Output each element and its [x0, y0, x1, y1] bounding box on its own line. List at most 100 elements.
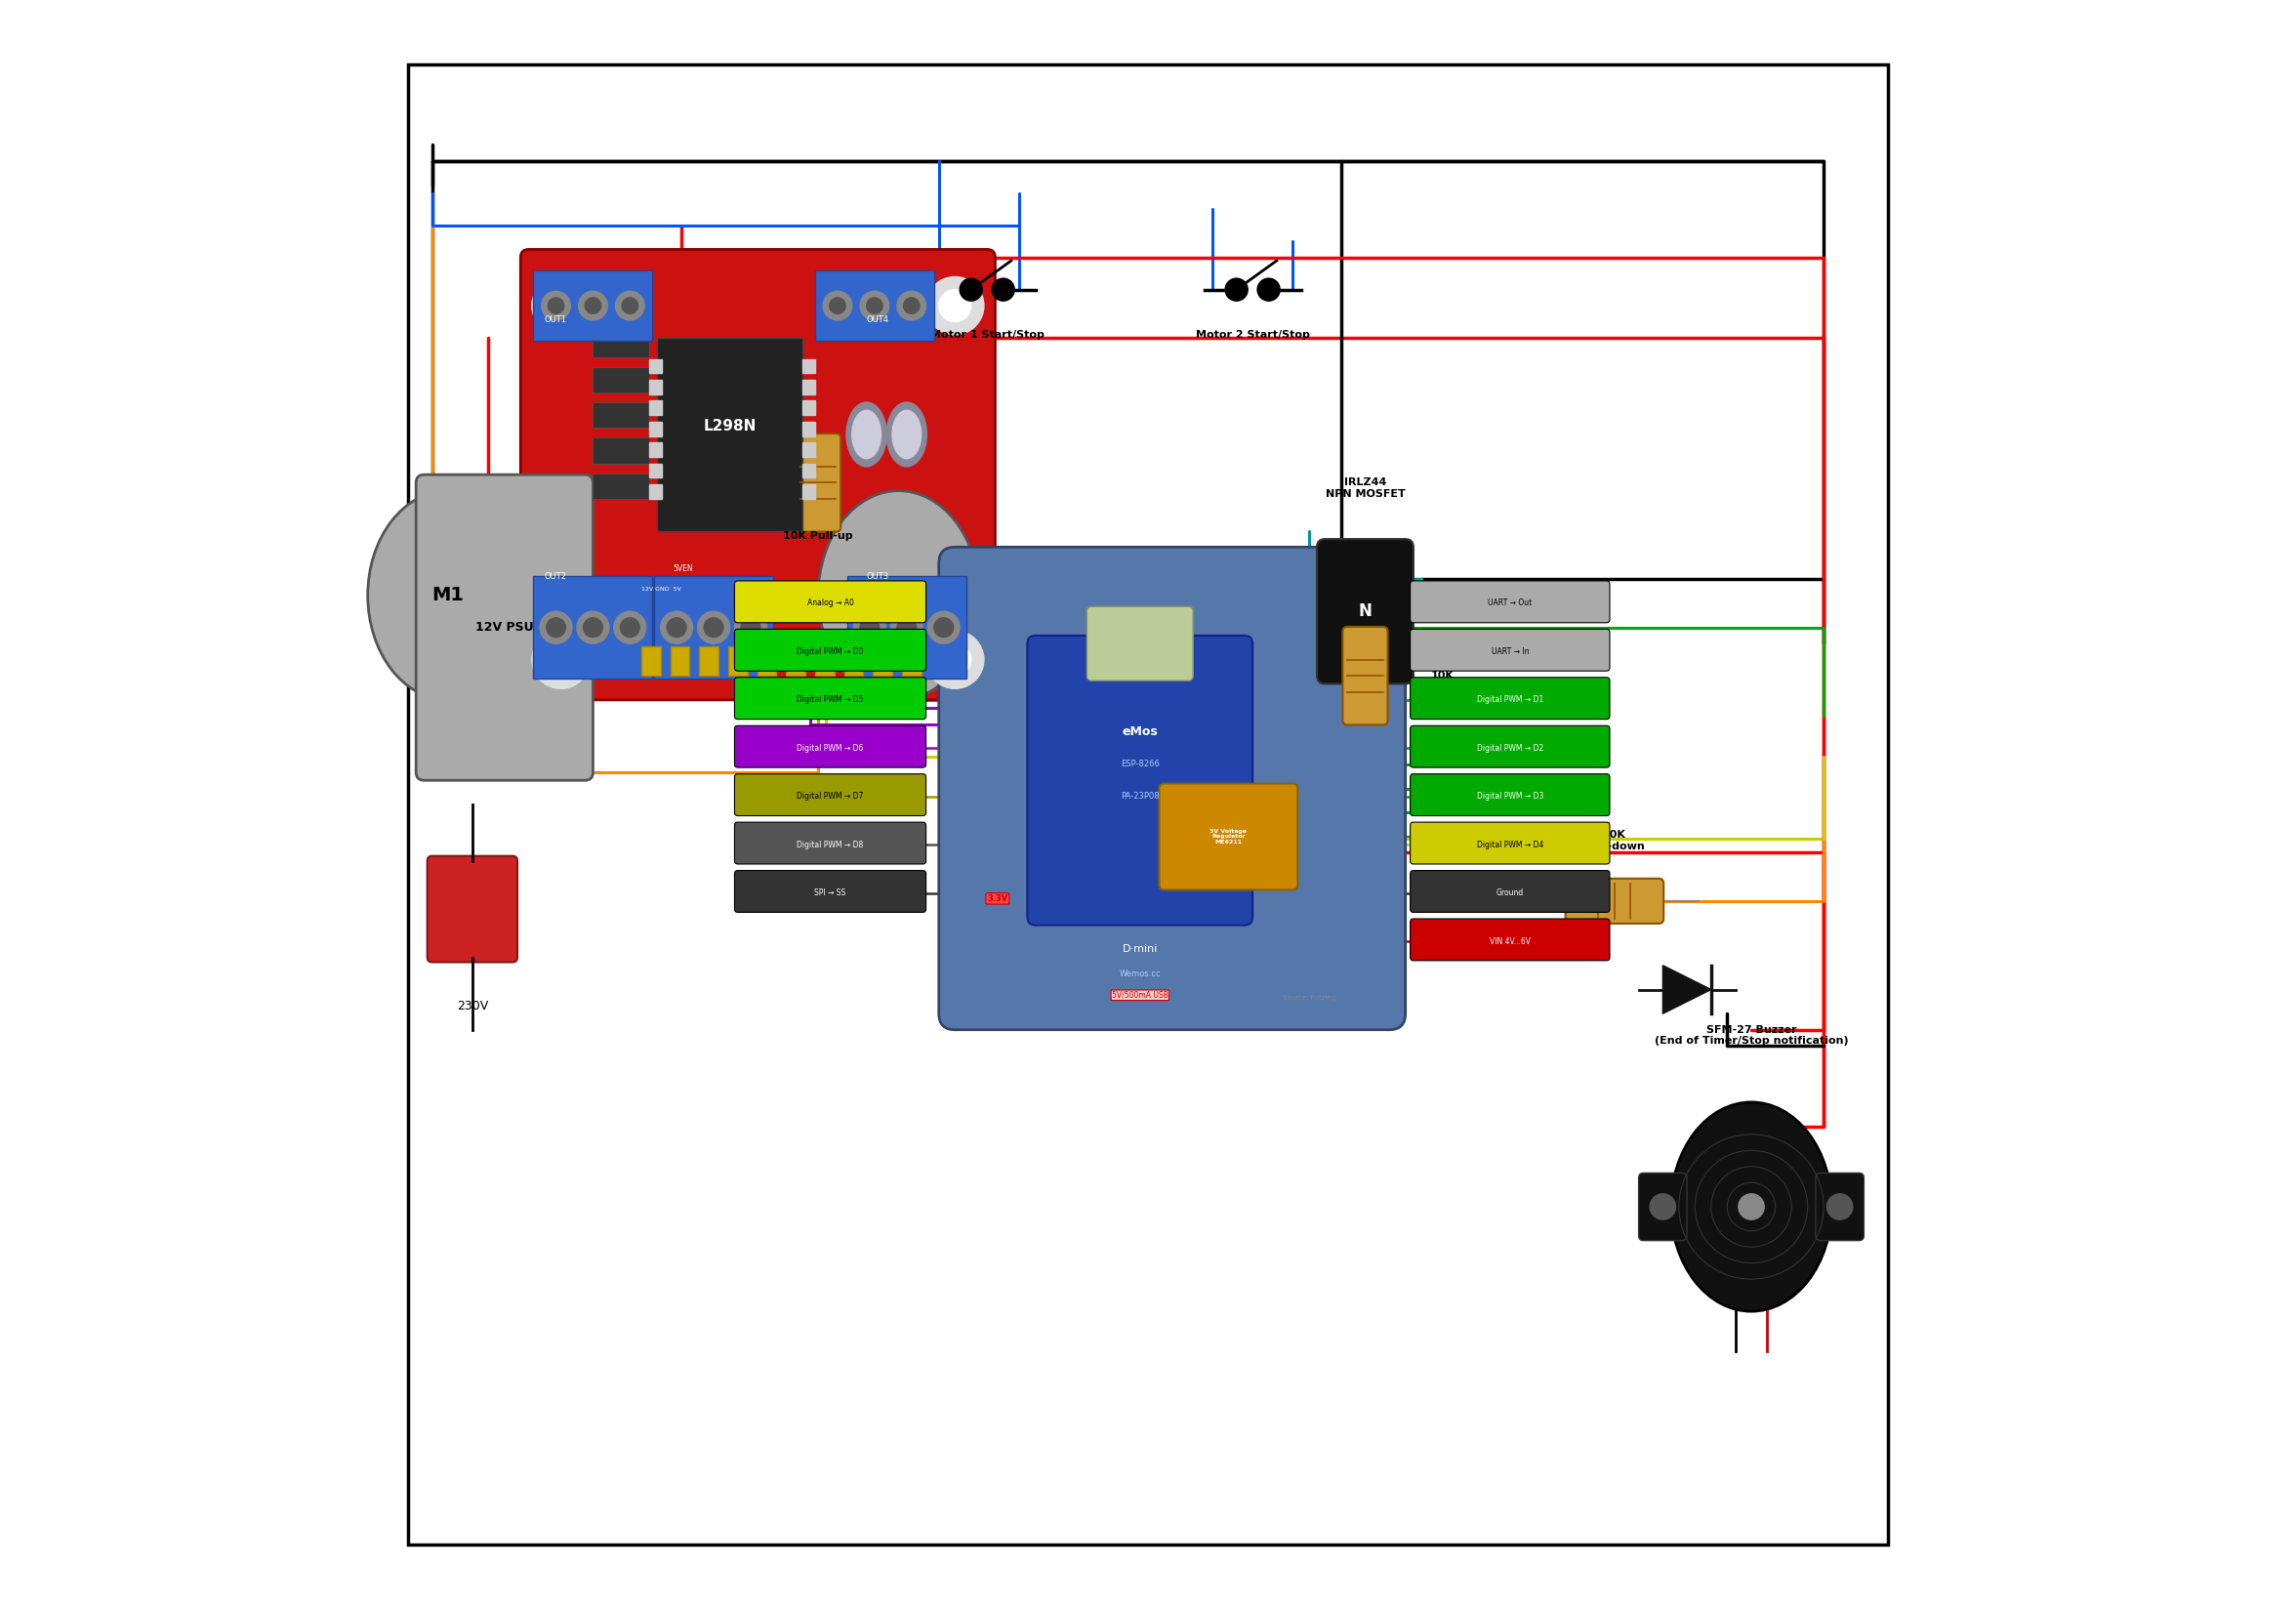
Text: 10K Pull-up: 10K Pull-up: [783, 531, 854, 541]
Bar: [758, 647, 776, 676]
FancyBboxPatch shape: [735, 726, 925, 767]
Text: UART → Out: UART → Out: [1488, 599, 1531, 608]
Circle shape: [1651, 1194, 1676, 1220]
FancyBboxPatch shape: [847, 576, 967, 679]
FancyBboxPatch shape: [1816, 1173, 1864, 1241]
Bar: [872, 647, 893, 676]
FancyBboxPatch shape: [521, 249, 994, 700]
Text: Digital PWM → D0: Digital PWM → D0: [797, 647, 863, 656]
Circle shape: [992, 278, 1015, 301]
Text: IRLZ44
NPN MOSFET: IRLZ44 NPN MOSFET: [1325, 478, 1405, 499]
Bar: [845, 647, 863, 676]
FancyBboxPatch shape: [1086, 607, 1194, 681]
FancyBboxPatch shape: [533, 270, 652, 341]
Circle shape: [546, 618, 565, 637]
Text: Digital PWM → D1: Digital PWM → D1: [1476, 695, 1543, 705]
Bar: [650, 401, 661, 415]
Text: eMos: eMos: [1123, 726, 1157, 739]
Text: UART → In: UART → In: [1490, 647, 1529, 656]
Text: 3.3V: 3.3V: [987, 895, 1008, 903]
FancyBboxPatch shape: [1410, 822, 1609, 864]
Circle shape: [898, 291, 925, 320]
Bar: [592, 367, 650, 393]
Circle shape: [742, 618, 760, 637]
FancyBboxPatch shape: [1566, 879, 1665, 924]
Bar: [815, 647, 833, 676]
Text: 230V: 230V: [457, 999, 489, 1012]
Bar: [801, 380, 815, 394]
Bar: [650, 380, 661, 394]
Text: N: N: [1359, 603, 1373, 619]
Text: 10K
Pull-down: 10K Pull-down: [1584, 830, 1644, 851]
Bar: [670, 647, 689, 676]
FancyBboxPatch shape: [657, 338, 801, 531]
FancyBboxPatch shape: [735, 581, 925, 623]
Circle shape: [533, 277, 590, 335]
Circle shape: [854, 611, 886, 644]
Circle shape: [902, 298, 921, 314]
Circle shape: [939, 290, 971, 322]
Circle shape: [705, 618, 723, 637]
Bar: [650, 463, 661, 478]
Bar: [592, 402, 650, 428]
Bar: [801, 422, 815, 436]
Circle shape: [620, 618, 641, 637]
Text: L298N: L298N: [703, 418, 755, 434]
Bar: [650, 442, 661, 457]
Circle shape: [1738, 1194, 1763, 1220]
Text: D·mini: D·mini: [1123, 944, 1157, 954]
Circle shape: [866, 298, 882, 314]
FancyBboxPatch shape: [735, 870, 925, 912]
FancyBboxPatch shape: [416, 475, 592, 780]
Text: Wemos.cc: Wemos.cc: [1118, 969, 1162, 978]
Circle shape: [544, 290, 576, 322]
Text: ESP-8266: ESP-8266: [1120, 759, 1159, 769]
Text: Digital PWM → D6: Digital PWM → D6: [797, 743, 863, 753]
Text: Digital PWM → D8: Digital PWM → D8: [797, 840, 863, 850]
FancyBboxPatch shape: [427, 856, 517, 962]
FancyBboxPatch shape: [1318, 539, 1414, 684]
Circle shape: [613, 611, 645, 644]
FancyBboxPatch shape: [1159, 784, 1297, 890]
Ellipse shape: [852, 410, 882, 459]
Text: 5VEN: 5VEN: [673, 565, 693, 573]
Circle shape: [861, 291, 889, 320]
FancyBboxPatch shape: [654, 576, 774, 679]
Bar: [785, 647, 806, 676]
FancyBboxPatch shape: [1410, 919, 1609, 961]
Circle shape: [698, 611, 730, 644]
Text: 12V GND  5V: 12V GND 5V: [641, 587, 682, 592]
FancyBboxPatch shape: [533, 576, 652, 679]
FancyBboxPatch shape: [735, 629, 925, 671]
Text: Digital PWM → D5: Digital PWM → D5: [797, 695, 863, 705]
Circle shape: [583, 618, 602, 637]
Circle shape: [735, 611, 767, 644]
Text: OUT4: OUT4: [866, 315, 889, 323]
Circle shape: [1828, 1194, 1853, 1220]
Ellipse shape: [1671, 1102, 1832, 1311]
FancyBboxPatch shape: [1410, 774, 1609, 816]
Bar: [902, 647, 921, 676]
Bar: [650, 484, 661, 499]
FancyBboxPatch shape: [735, 822, 925, 864]
Circle shape: [576, 611, 608, 644]
Circle shape: [549, 298, 565, 314]
Bar: [592, 473, 650, 499]
Bar: [650, 422, 661, 436]
Ellipse shape: [817, 491, 978, 700]
Bar: [641, 647, 661, 676]
Circle shape: [579, 291, 608, 320]
Text: 12V PSU: 12V PSU: [475, 621, 533, 634]
Text: VIN 4V...6V: VIN 4V...6V: [1490, 936, 1531, 946]
FancyBboxPatch shape: [1639, 1173, 1688, 1241]
Ellipse shape: [847, 402, 886, 467]
Circle shape: [891, 611, 923, 644]
Circle shape: [898, 618, 916, 637]
FancyBboxPatch shape: [1410, 581, 1609, 623]
Circle shape: [661, 611, 693, 644]
Circle shape: [928, 611, 960, 644]
FancyBboxPatch shape: [1410, 677, 1609, 719]
Text: Motor 2 Start/Stop: Motor 2 Start/Stop: [1196, 330, 1309, 339]
Circle shape: [861, 618, 879, 637]
Text: Source: Fritzing: Source: Fritzing: [1283, 994, 1336, 1001]
